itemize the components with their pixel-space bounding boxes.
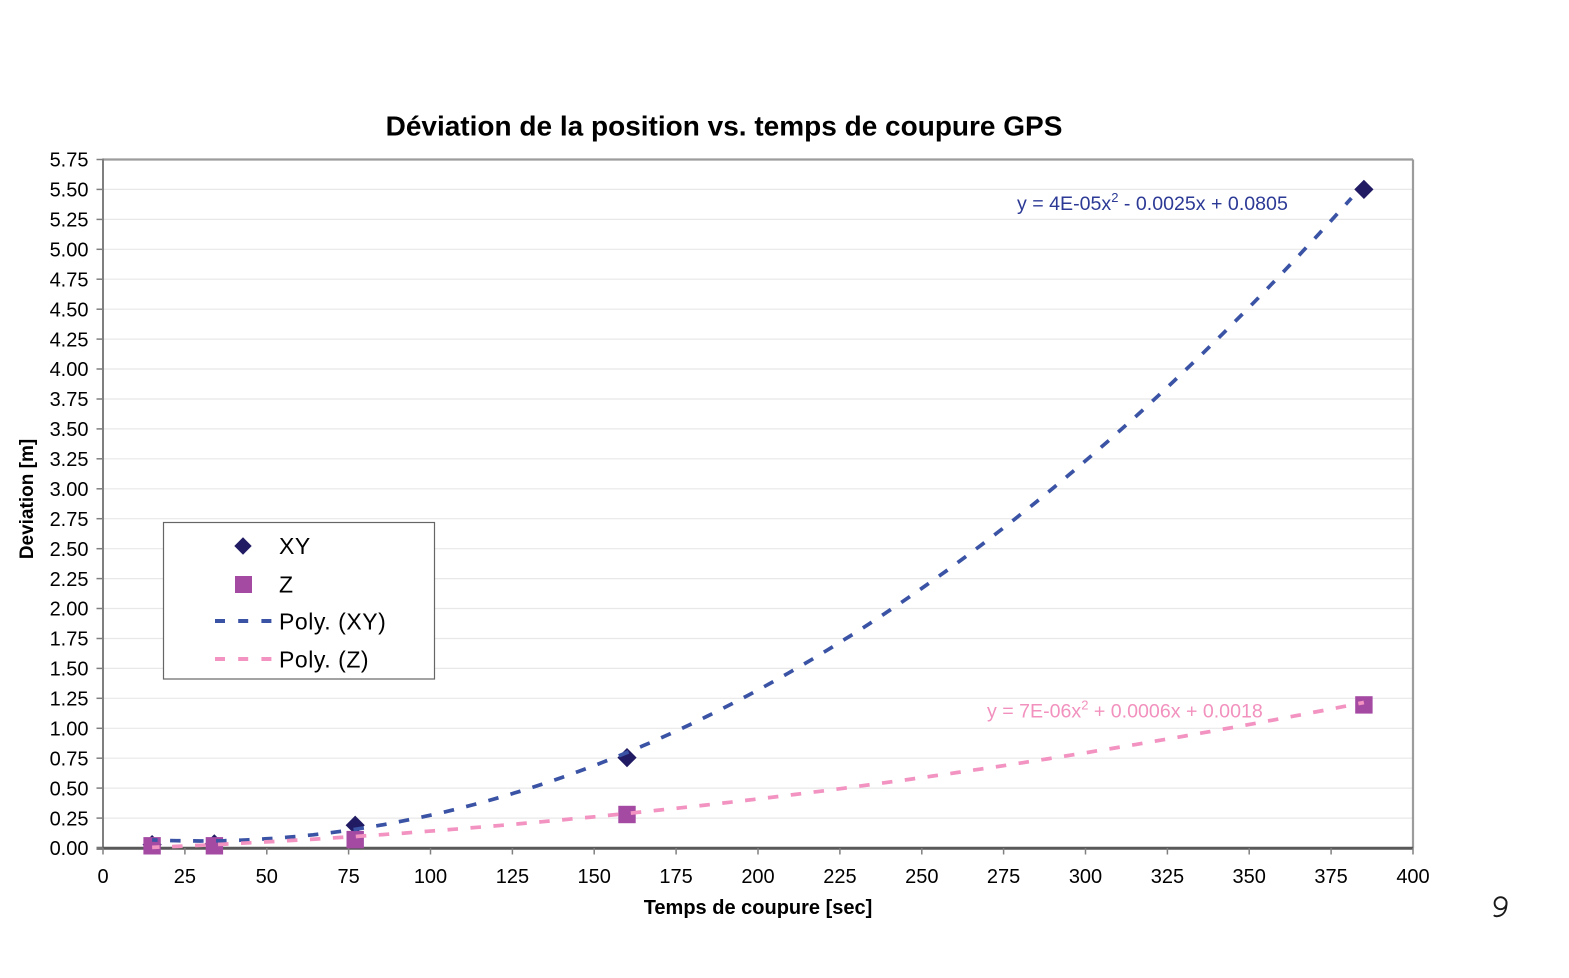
svg-text:4.25: 4.25 (50, 329, 89, 351)
svg-text:0.00: 0.00 (50, 838, 89, 860)
svg-text:2.00: 2.00 (50, 599, 89, 621)
svg-text:3.25: 3.25 (50, 449, 89, 471)
svg-text:100: 100 (414, 866, 447, 888)
svg-text:225: 225 (823, 866, 856, 888)
svg-text:1.25: 1.25 (50, 689, 89, 711)
svg-text:2.25: 2.25 (50, 569, 89, 591)
svg-text:0.50: 0.50 (50, 778, 89, 800)
svg-text:0.25: 0.25 (50, 808, 89, 830)
svg-text:125: 125 (496, 866, 529, 888)
svg-text:150: 150 (578, 866, 611, 888)
svg-text:1.00: 1.00 (50, 719, 89, 741)
svg-text:y = 4E-05x2 - 0.0025x + 0.0805: y = 4E-05x2 - 0.0025x + 0.0805 (1017, 190, 1288, 215)
svg-text:4.50: 4.50 (50, 299, 89, 321)
svg-text:Poly. (XY): Poly. (XY) (279, 609, 386, 635)
svg-text:3.75: 3.75 (50, 389, 89, 411)
svg-text:275: 275 (987, 866, 1020, 888)
svg-text:325: 325 (1151, 866, 1184, 888)
svg-text:1.75: 1.75 (50, 629, 89, 651)
svg-text:0: 0 (97, 866, 108, 888)
svg-text:2.50: 2.50 (50, 539, 89, 561)
svg-text:3.00: 3.00 (50, 479, 89, 501)
svg-text:5.25: 5.25 (50, 210, 89, 232)
svg-text:50: 50 (256, 866, 278, 888)
svg-text:Poly. (Z): Poly. (Z) (279, 647, 369, 673)
svg-text:75: 75 (337, 866, 359, 888)
svg-text:5.50: 5.50 (50, 180, 89, 202)
svg-text:250: 250 (905, 866, 938, 888)
svg-text:Déviation de la position vs. t: Déviation de la position vs. temps de co… (386, 111, 1063, 142)
svg-text:XY: XY (279, 533, 311, 559)
svg-text:0.75: 0.75 (50, 748, 89, 770)
svg-text:1.50: 1.50 (50, 659, 89, 681)
svg-text:175: 175 (659, 866, 692, 888)
svg-text:2.75: 2.75 (50, 509, 89, 531)
svg-text:350: 350 (1233, 866, 1266, 888)
svg-text:25: 25 (174, 866, 196, 888)
svg-text:Z: Z (279, 572, 294, 598)
svg-text:375: 375 (1314, 866, 1347, 888)
svg-text:5.75: 5.75 (50, 150, 89, 172)
svg-text:Temps de coupure [sec]: Temps de coupure [sec] (644, 897, 873, 919)
svg-text:y = 7E-06x2 + 0.0006x + 0.0018: y = 7E-06x2 + 0.0006x + 0.0018 (987, 698, 1263, 723)
svg-text:3.50: 3.50 (50, 419, 89, 441)
svg-text:200: 200 (741, 866, 774, 888)
svg-text:5.00: 5.00 (50, 240, 89, 262)
svg-text:4.75: 4.75 (50, 269, 89, 291)
svg-text:300: 300 (1069, 866, 1102, 888)
svg-text:Deviation [m]: Deviation [m] (17, 439, 38, 559)
svg-text:400: 400 (1396, 866, 1429, 888)
svg-text:4.00: 4.00 (50, 359, 89, 381)
